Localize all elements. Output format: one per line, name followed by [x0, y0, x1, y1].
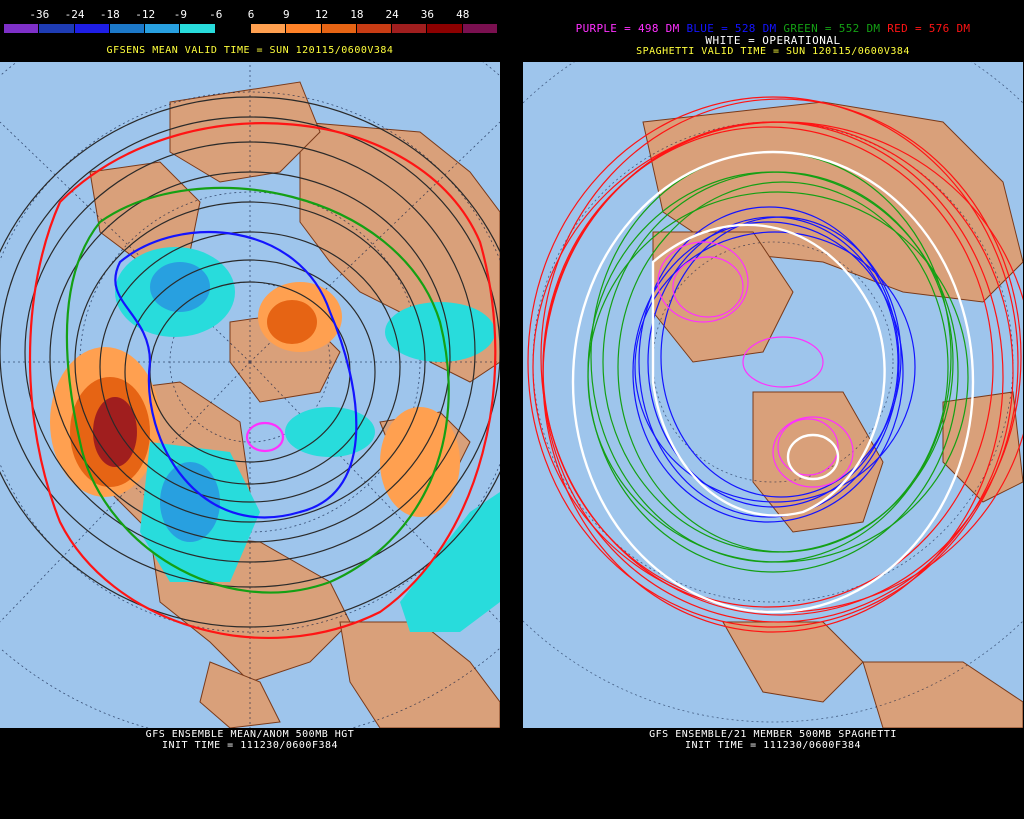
scale-swatch: [180, 24, 216, 33]
scale-swatch: [145, 24, 181, 33]
scale-label: 36: [420, 8, 435, 21]
height-contours: [0, 96, 500, 628]
scale-swatch: [462, 24, 498, 33]
scale-label: -18: [99, 8, 120, 21]
spaghetti-title-line2: INIT TIME = 111230/0600F384: [684, 740, 862, 751]
scale-swatch: [392, 24, 428, 33]
mean-valid-time: GFSENS MEAN VALID TIME = SUN 120115/0600…: [106, 45, 394, 56]
scale-label: -9: [173, 8, 188, 21]
legend-blue: BLUE = 528 DM: [686, 22, 777, 35]
spaghetti-panel: PURPLE = 498 DM BLUE = 528 DM GREEN = 55…: [523, 0, 1023, 819]
red-576-contour: [28, 122, 497, 639]
spaghetti-legend: PURPLE = 498 DM BLUE = 528 DM GREEN = 55…: [523, 22, 1023, 35]
scale-label: 48: [456, 8, 470, 21]
spaghetti-map: [523, 62, 1023, 728]
mean-map-svg: [0, 62, 500, 728]
purple-498-contour: [245, 421, 285, 453]
scale-label: 12: [314, 8, 329, 21]
spaghetti-valid-time: SPAGHETTI VALID TIME = SUN 120115/0600V3…: [636, 46, 910, 57]
scale-label: -36: [29, 8, 50, 21]
spaghetti-title-line1: GFS ENSEMBLE/21 MEMBER 500MB SPAGHETTI: [649, 729, 897, 740]
scale-label: 6: [247, 8, 255, 21]
scale-label: 18: [350, 8, 364, 21]
scale-swatch: [321, 24, 357, 33]
anomaly-color-scale: [4, 24, 498, 33]
scale-swatch: [356, 24, 393, 33]
mean-anomaly-map: [0, 62, 500, 728]
scale-swatch: [39, 24, 75, 33]
scale-label: 24: [385, 8, 399, 21]
anomaly-scale-labels: -36 -24 -18 -12 -9 -6 6 9 12 18 24 36 48: [6, 8, 496, 22]
scale-swatch: [109, 24, 146, 33]
spaghetti-land: [642, 101, 1023, 728]
anomaly-fills: [50, 247, 500, 632]
scale-swatch: [4, 24, 40, 33]
mean-title-line1: GFS ENSEMBLE MEAN/ANOM 500MB HGT: [145, 729, 355, 740]
scale-label: -24: [64, 8, 85, 21]
panel-divider: [500, 0, 523, 819]
ensemble-mean-panel: -36 -24 -18 -12 -9 -6 6 9 12 18 24 36 48 GFSENS MEAN…: [0, 0, 500, 819]
scale-label: -6: [209, 8, 223, 21]
blue-528-contour: [114, 230, 358, 519]
spaghetti-lines: [527, 96, 1023, 633]
legend-red: RED = 576 DM: [887, 22, 971, 35]
scale-swatch: [215, 24, 251, 33]
scale-swatch: [74, 24, 110, 33]
scale-label: -12: [135, 8, 156, 21]
spaghetti-map-svg: [523, 62, 1023, 728]
scale-swatch: [427, 24, 463, 33]
mean-title-line2: INIT TIME = 111230/0600F384: [161, 740, 339, 751]
scale-label: 9: [282, 8, 290, 21]
legend-white: WHITE = OPERATIONAL: [705, 34, 841, 47]
scale-swatch: [250, 24, 287, 33]
legend-green: GREEN = 552 DM: [783, 22, 881, 35]
scale-swatch: [286, 24, 322, 33]
legend-purple: PURPLE = 498 DM: [575, 22, 680, 35]
green-552-contour: [65, 186, 450, 594]
